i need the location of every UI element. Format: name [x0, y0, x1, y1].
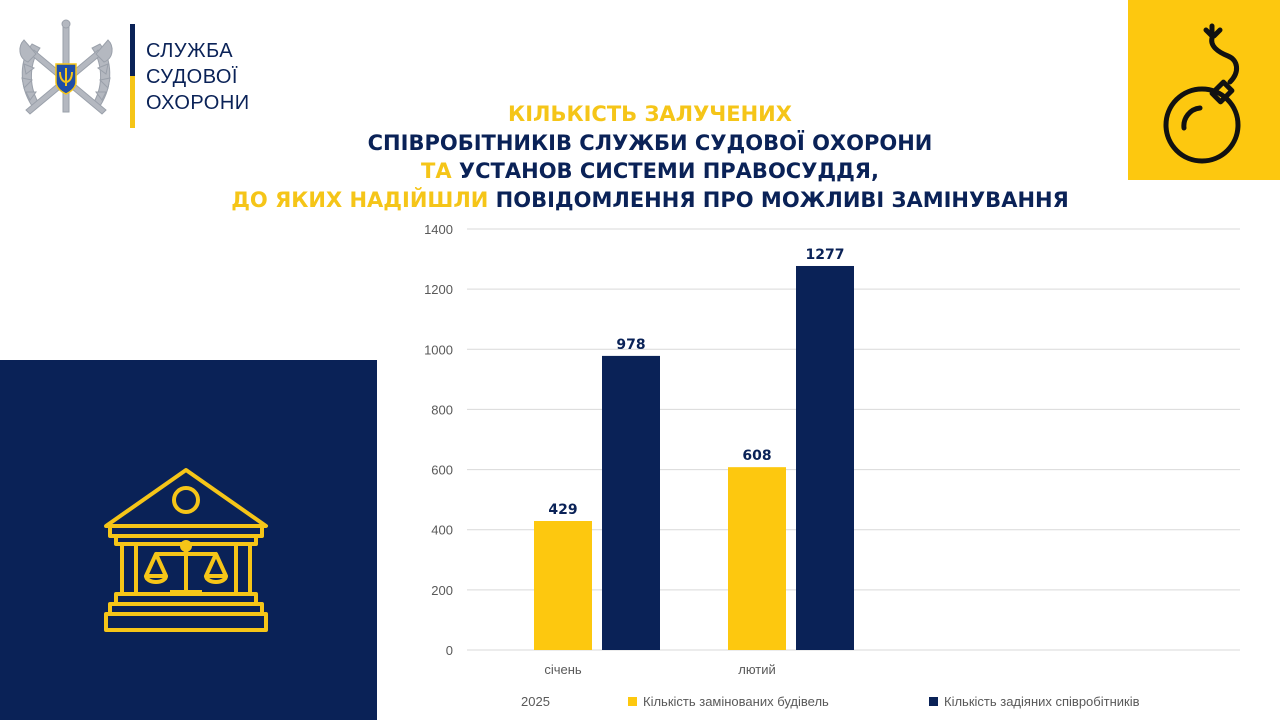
y-tick-label: 0: [446, 643, 453, 658]
title-line-2: СПІВРОБІТНИКІВ СЛУЖБИ СУДОВОЇ ОХОРОНИ: [367, 130, 933, 155]
x-axis-title: 2025: [521, 694, 550, 709]
bar: [796, 265, 854, 650]
bomb-panel: [1128, 0, 1280, 180]
data-label: 608: [742, 448, 771, 464]
legend-item-staff: Кількість задіяних співробітників: [929, 694, 1140, 709]
courthouse-panel: [0, 360, 377, 720]
title-line-3: УСТАНОВ СИСТЕМИ ПРАВОСУДДЯ,: [451, 159, 879, 183]
y-tick-label: 800: [431, 402, 453, 417]
page-title: КІЛЬКІСТЬ ЗАЛУЧЕНИХ СПІВРОБІТНИКІВ СЛУЖБ…: [170, 100, 1130, 214]
logo-line-3: ОХОРОНИ: [146, 92, 250, 114]
y-tick-label: 200: [431, 583, 453, 598]
data-label: 1277: [806, 247, 845, 263]
y-tick-label: 400: [431, 523, 453, 538]
bomb-icon: [1163, 23, 1241, 164]
logo-line-1: СЛУЖБА: [146, 40, 234, 62]
logo-line-2: СУДОВОЇ: [146, 66, 238, 88]
legend-label-buildings: Кількість замінованих будівель: [643, 694, 829, 709]
title-line-1: КІЛЬКІСТЬ ЗАЛУЧЕНИХ: [508, 102, 792, 126]
x-tick-label: лютий: [738, 662, 776, 677]
y-tick-label: 1000: [424, 342, 453, 357]
title-line-4-accent: ДО ЯКИХ НАДІЙШЛИ: [231, 187, 489, 212]
bar: [534, 520, 592, 650]
y-tick-label: 1200: [424, 282, 453, 297]
bar-chart: 0 200 400 600 800 1000 1200 1400 429 978 січень 608…: [424, 222, 1240, 677]
title-line-4: ПОВІДОМЛЕННЯ ПРО МОЖЛИВІ ЗАМІНУВАННЯ: [488, 187, 1069, 212]
title-line-3-accent: ТА: [421, 159, 452, 183]
data-label: 429: [548, 502, 577, 518]
court-guard-emblem-icon: [10, 14, 122, 126]
x-tick-label: січень: [544, 662, 582, 677]
logo-text: СЛУЖБА СУДОВОЇ ОХОРОНИ: [146, 38, 250, 116]
bar: [728, 467, 786, 650]
data-label: 978: [616, 337, 645, 353]
legend-item-buildings: Кількість замінованих будівель: [628, 694, 829, 709]
bar: [602, 355, 660, 650]
legend-swatch-navy: [929, 697, 938, 706]
y-tick-label: 1400: [424, 222, 453, 237]
logo-divider: [130, 24, 135, 128]
legend-swatch-yellow: [628, 697, 637, 706]
courthouse-scales-icon: [104, 468, 268, 632]
legend-label-staff: Кількість задіяних співробітників: [944, 694, 1140, 709]
y-tick-label: 600: [431, 463, 453, 478]
